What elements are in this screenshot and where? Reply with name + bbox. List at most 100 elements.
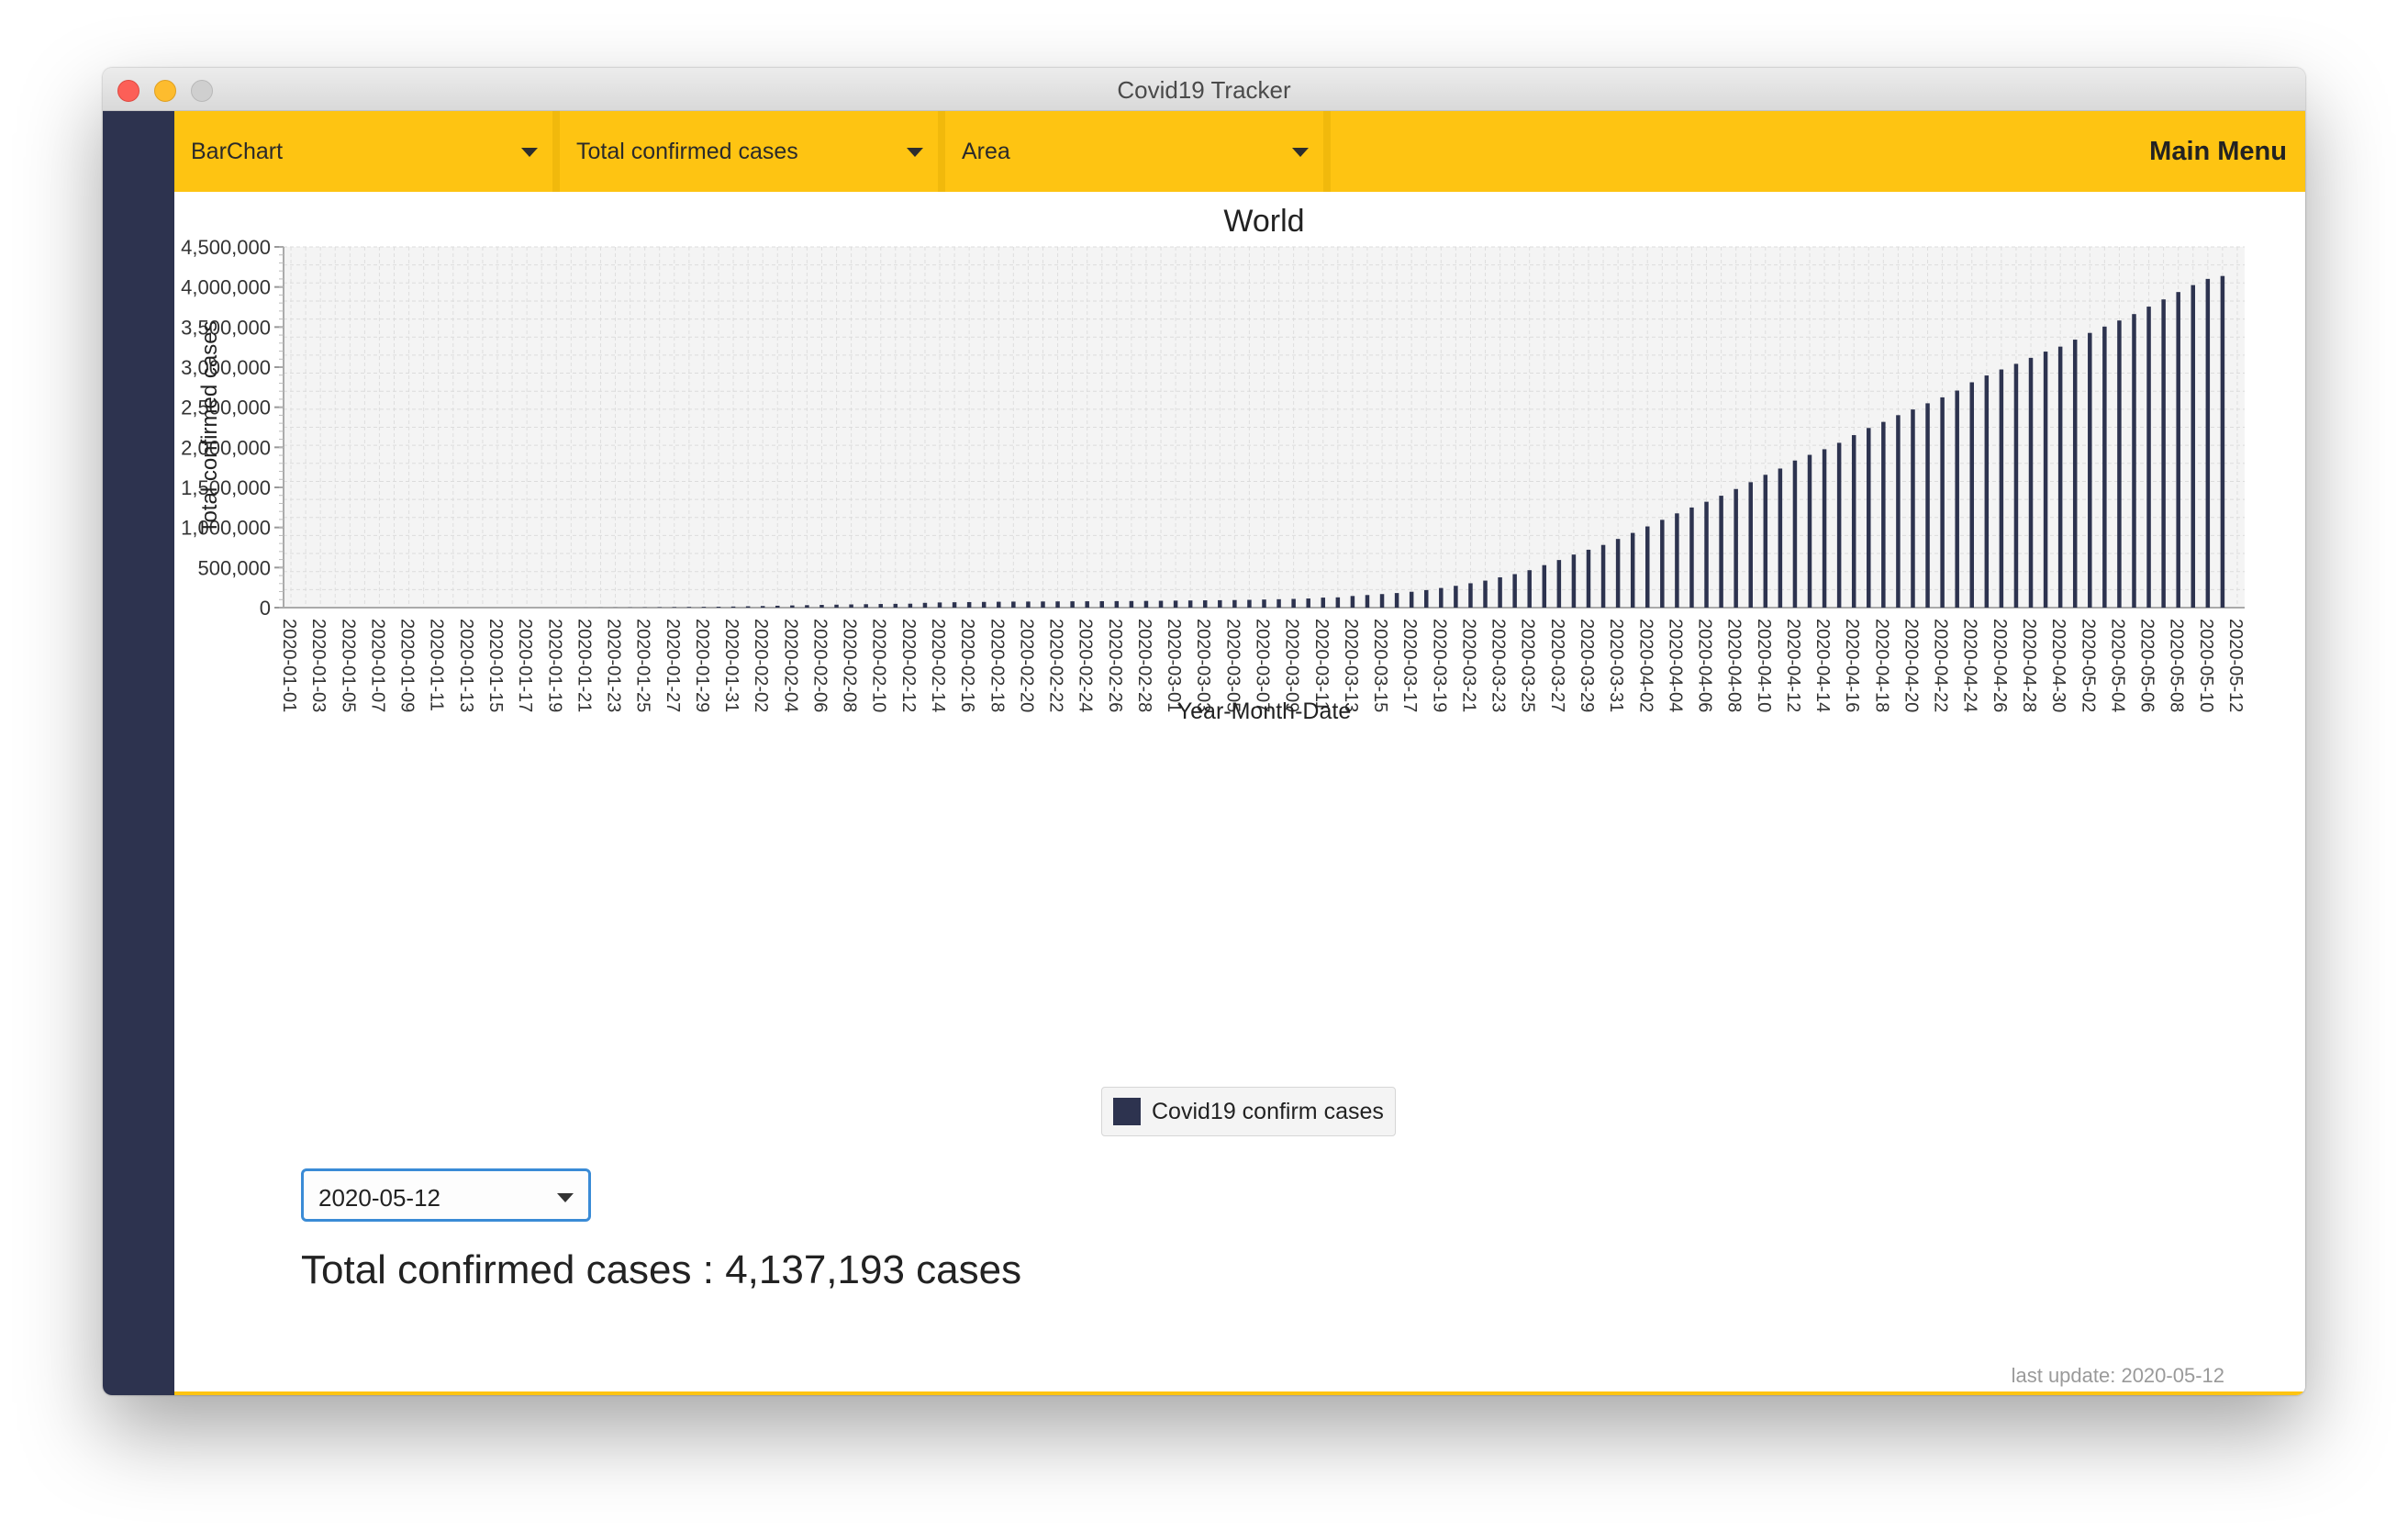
main-menu-button[interactable]: Main Menu [2149,137,2287,166]
bar [1836,442,1842,608]
bar [1129,600,1134,608]
metric-value: Total confirmed cases [576,139,798,164]
bar [1645,526,1650,608]
x-tick-label: 2020-03-05 [1222,619,1243,712]
bar [1291,598,1296,608]
x-tick-label: 2020-01-15 [485,619,506,712]
x-tick-label: 2020-01-21 [574,619,594,712]
chevron-down-icon [521,148,538,157]
bar [1675,513,1679,608]
region-dropdown[interactable]: Area [945,111,1323,192]
bar [2146,307,2151,608]
x-tick-label: 2020-04-22 [1931,619,1951,712]
x-tick-label: 2020-02-18 [987,619,1007,712]
x-tick-label: 2020-02-08 [840,619,860,712]
bar [1556,560,1562,608]
zoom-button[interactable] [191,80,213,102]
x-tick-label: 2020-04-24 [1960,619,1980,712]
x-tick-label: 2020-02-10 [869,619,889,712]
close-button[interactable] [117,80,139,102]
x-tick-label: 2020-02-14 [928,619,948,712]
bar [1586,549,1591,608]
bar [1867,428,1871,608]
bar [1689,507,1694,608]
x-tick-label: 2020-01-29 [692,619,712,712]
bar [1512,574,1517,608]
bar [716,607,721,608]
bar [1041,601,1045,608]
bar [1247,599,1252,608]
bar [1483,580,1488,608]
bar [2043,352,2048,608]
x-tick-label: 2020-02-04 [780,619,800,712]
bar [1276,598,1281,608]
x-tick-label: 2020-01-05 [338,619,358,712]
x-tick-label: 2020-01-17 [515,619,535,712]
bar [1454,586,1458,608]
bar [1365,595,1370,608]
x-tick-label: 2020-03-23 [1488,619,1509,712]
bar [1999,369,2004,608]
minimize-button[interactable] [154,80,176,102]
x-tick-label: 2020-05-04 [2107,619,2127,712]
bar [760,606,765,608]
x-tick-label: 2020-03-31 [1606,619,1626,712]
bar [1011,601,1016,608]
bar [1571,554,1577,608]
chart-title: World [1223,204,1304,239]
x-tick-label: 2020-04-06 [1695,619,1715,712]
y-tick-label: 2,500,000 [181,397,271,419]
bar [1851,435,1856,608]
title-bar: Covid19 Tracker [103,68,2305,111]
sidebar [103,111,174,1395]
bar [1748,482,1753,608]
x-tick-label: 2020-03-07 [1253,619,1273,712]
region-value: Area [962,139,1010,164]
bar [1218,599,1222,608]
x-tick-label: 2020-03-25 [1518,619,1538,712]
x-tick-label: 2020-03-19 [1429,619,1449,712]
bar [1984,375,1990,608]
bar [1763,475,1768,608]
y-tick-label: 1,000,000 [181,517,271,540]
bar [1955,390,1959,608]
chart-type-value: BarChart [191,139,284,164]
x-tick-label: 2020-05-10 [2196,619,2216,712]
date-dropdown[interactable]: 2020-05-12 [301,1168,591,1222]
bar [893,603,898,608]
x-tick-label: 2020-02-02 [751,619,771,712]
bar [1158,600,1164,608]
bar [1704,501,1709,608]
toolbar: BarChart Total confirmed cases Area Main… [174,111,2305,192]
chevron-down-icon [557,1193,574,1202]
bar [1306,598,1310,608]
toolbar-divider [938,111,945,192]
bar [1321,598,1326,608]
date-dropdown-value: 2020-05-12 [318,1184,440,1212]
bar [1173,600,1178,608]
x-tick-label: 2020-02-12 [898,619,919,712]
bar [1969,382,1974,608]
toolbar-divider [1323,111,1331,192]
bar [775,605,780,608]
total-cases-summary: Total confirmed cases : 4,137,193 cases [301,1247,1022,1292]
bar [745,606,751,608]
x-tick-label: 2020-03-17 [1399,619,1420,712]
y-tick-label: 4,500,000 [181,236,271,259]
bar [2205,278,2211,608]
bar [2117,320,2122,608]
y-tick-label: 3,500,000 [181,316,271,339]
bar [1807,454,1812,608]
metric-dropdown[interactable]: Total confirmed cases [560,111,938,192]
bar [2057,346,2063,608]
bar [997,601,1001,608]
bar [1660,520,1665,608]
bar [981,601,987,608]
y-tick-label: 0 [260,597,271,620]
bar [2088,332,2092,608]
x-tick-label: 2020-04-30 [2048,619,2068,712]
chart-type-dropdown[interactable]: BarChart [174,111,552,192]
bar [805,605,809,608]
x-tick-label: 2020-04-20 [1901,619,1921,712]
x-tick-label: 2020-03-13 [1341,619,1361,712]
